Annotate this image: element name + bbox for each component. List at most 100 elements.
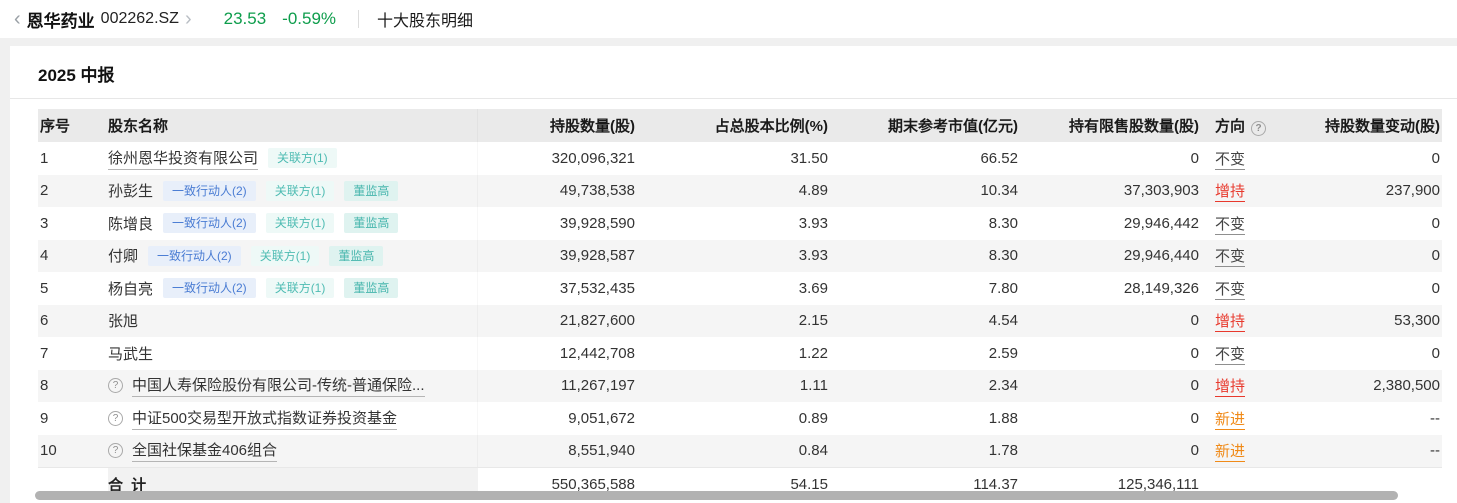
shareholder-name-cell: 马武生 [108, 337, 478, 370]
shareholder-name[interactable]: 孙彭生 [108, 183, 154, 201]
help-icon[interactable]: ? [108, 378, 123, 394]
direction-value[interactable]: 增持 [1215, 378, 1246, 398]
tag-list: 一致行动人(2) 关联方(1) 董监高 [153, 278, 399, 299]
table-row: 8 ? 中国人寿保险股份有限公司-传统-普通保险... 11,267,197 1… [38, 369, 1442, 403]
shareholder-tag[interactable]: 一致行动人(2) [163, 180, 256, 201]
market-value: 10.34 [980, 182, 1018, 200]
direction-value[interactable]: 不变 [1215, 215, 1246, 235]
direction-cell: 新进 [1199, 408, 1294, 430]
percent-of-total: 31.50 [790, 149, 828, 167]
shareholder-tag[interactable]: 一致行动人(2) [163, 278, 256, 299]
direction-value[interactable]: 不变 [1215, 150, 1246, 170]
shareholder-name[interactable]: 全国社保基金406组合 [132, 439, 278, 463]
breadcrumb: ‹ 恩华药业 002262.SZ › 23.53 -0.59% 十大股东明细 [0, 0, 1457, 38]
row-number: 7 [40, 344, 49, 362]
row-number: 1 [40, 149, 49, 167]
market-value: 66.52 [980, 149, 1018, 167]
shareholder-name-cell: 陈增良 一致行动人(2) 关联方(1) 董监高 [108, 207, 478, 240]
direction-cell: 新进 [1199, 440, 1294, 463]
shareholder-tag[interactable]: 关联方(1) [265, 278, 335, 299]
direction-value[interactable]: 不变 [1215, 248, 1246, 268]
restricted-shares: 29,946,442 [1123, 214, 1199, 232]
shareholder-tag[interactable]: 董监高 [344, 213, 399, 234]
shareholder-name-cell: 孙彭生 一致行动人(2) 关联方(1) 董监高 [108, 175, 478, 208]
direction-value[interactable]: 不变 [1215, 345, 1246, 365]
question-circle-icon[interactable]: ? [1251, 121, 1267, 136]
shareholder-tag[interactable]: 董监高 [344, 278, 399, 299]
shares-change: -- [1430, 442, 1440, 460]
shares-change: 0 [1431, 214, 1440, 232]
header-value: 期末参考市值(亿元) [888, 118, 1018, 135]
header-name: 股东名称 [108, 109, 478, 142]
tag-list: 一致行动人(2) 关联方(1) 董监高 [138, 245, 384, 266]
market-value: 7.80 [988, 279, 1018, 297]
shareholder-tag[interactable]: 一致行动人(2) [148, 245, 241, 266]
percent-of-total: 2.15 [798, 312, 828, 330]
restricted-shares: 0 [1190, 344, 1199, 362]
table-row: 1 徐州恩华投资有限公司 关联方(1) 320,096,321 31.50 66… [38, 142, 1442, 175]
direction-value[interactable]: 不变 [1215, 280, 1246, 300]
stock-code: 002262.SZ [100, 10, 179, 27]
chevron-left-icon[interactable]: ‹ [14, 8, 21, 30]
direction-value[interactable]: 增持 [1215, 313, 1246, 333]
shareholder-name[interactable]: 付卿 [108, 248, 139, 266]
horizontal-scrollbar[interactable] [35, 491, 1398, 500]
stock-price: 23.53 [223, 9, 267, 28]
row-number: 6 [40, 312, 49, 330]
stock-name: 恩华药业 [26, 11, 95, 31]
shareholder-name-cell: 张旭 [108, 305, 478, 338]
direction-value[interactable]: 新进 [1215, 410, 1246, 430]
shareholder-tag[interactable]: 关联方(1) [250, 245, 320, 266]
help-icon[interactable]: ? [108, 443, 123, 459]
shareholder-name[interactable]: 陈增良 [108, 215, 154, 233]
shareholder-name[interactable]: 张旭 [108, 313, 139, 331]
page-title: 十大股东明细 [377, 13, 474, 30]
percent-of-total: 3.69 [798, 279, 828, 297]
chevron-right-icon[interactable]: › [184, 8, 192, 30]
direction-value[interactable]: 增持 [1215, 183, 1246, 203]
direction-cell: 不变 [1199, 343, 1294, 365]
shares-change: -- [1430, 409, 1440, 427]
report-card: 2025 中报 序号 股东名称 持股数量(股) 占总股本比例(%) 期末参考市值… [10, 46, 1457, 503]
direction-cell: 不变 [1199, 148, 1294, 170]
stock-change-percent: -0.59% [282, 9, 337, 28]
shareholder-name-cell: ? 中国人寿保险股份有限公司-传统-普通保险... [108, 370, 478, 403]
shareholder-tag[interactable]: 一致行动人(2) [163, 213, 256, 234]
restricted-shares: 0 [1190, 312, 1199, 330]
restricted-shares: 28,149,326 [1123, 279, 1199, 297]
shares-change: 237,900 [1385, 182, 1440, 200]
shareholders-table: 序号 股东名称 持股数量(股) 占总股本比例(%) 期末参考市值(亿元) 持有限… [38, 109, 1442, 500]
total-percent: 54.15 [790, 475, 828, 493]
shareholder-tag[interactable]: 关联方(1) [265, 213, 335, 234]
restricted-shares: 0 [1190, 377, 1199, 395]
restricted-shares: 0 [1190, 409, 1199, 427]
shareholder-tag[interactable]: 董监高 [344, 180, 399, 201]
table-row: 5 杨自亮 一致行动人(2) 关联方(1) 董监高 37,532,435 3.69 … [38, 272, 1442, 305]
table-row: 10 ? 全国社保基金406组合 8,551,940 0.84 1.78 0 新… [38, 434, 1442, 468]
shares-held: 9,051,672 [568, 409, 635, 427]
shareholder-name-cell: ? 全国社保基金406组合 [108, 435, 478, 468]
shareholder-name[interactable]: 徐州恩华投资有限公司 [108, 147, 259, 170]
shareholder-name[interactable]: 杨自亮 [108, 280, 154, 298]
shareholder-tag[interactable]: 董监高 [329, 245, 384, 266]
direction-value[interactable]: 新进 [1215, 443, 1246, 463]
shareholder-name[interactable]: 中国人寿保险股份有限公司-传统-普通保险... [132, 374, 425, 398]
market-value: 8.30 [988, 214, 1018, 232]
shareholder-name[interactable]: 中证500交易型开放式指数证券投资基金 [132, 407, 398, 430]
shareholder-name[interactable]: 马武生 [108, 345, 154, 363]
shareholder-tag[interactable]: 关联方(1) [268, 148, 337, 169]
row-number: 4 [40, 247, 49, 265]
header-restricted: 持有限售股数量(股) [1069, 118, 1199, 135]
market-value: 2.59 [988, 344, 1018, 362]
table-row: 4 付卿 一致行动人(2) 关联方(1) 董监高 39,928,587 3.93 8… [38, 239, 1442, 273]
shares-held: 8,551,940 [568, 442, 635, 460]
header-change: 持股数量变动(股) [1325, 118, 1440, 135]
market-value: 1.78 [988, 442, 1018, 460]
shares-change: 0 [1431, 279, 1440, 297]
help-icon[interactable]: ? [108, 410, 123, 426]
shares-held: 21,827,600 [559, 312, 635, 330]
shareholder-tag[interactable]: 关联方(1) [265, 180, 335, 201]
shareholder-name-cell: 付卿 一致行动人(2) 关联方(1) 董监高 [108, 240, 478, 273]
percent-of-total: 3.93 [798, 247, 828, 265]
table-row: 7 马武生 12,442,708 1.22 2.59 0 不变 0 [38, 337, 1442, 370]
